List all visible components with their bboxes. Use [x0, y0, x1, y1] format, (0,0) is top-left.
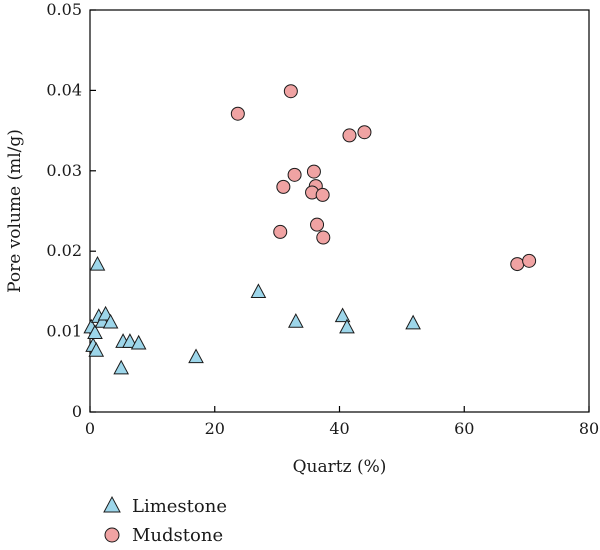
data-point-limestone [405, 314, 421, 330]
data-point-limestone [250, 283, 267, 298]
data-point-limestone [89, 255, 106, 271]
data-point-limestone [88, 342, 105, 357]
data-point-mudstone [342, 128, 357, 143]
plot-border [89, 9, 590, 413]
y-tick-label: 0.04 [46, 80, 82, 99]
data-point-mudstone [273, 224, 288, 239]
data-point-mudstone [310, 217, 325, 232]
data-point-mudstone [357, 125, 372, 140]
data-markers [83, 84, 537, 375]
data-point-mudstone [316, 230, 331, 245]
data-point-mudstone [276, 179, 291, 194]
legend-label-mudstone: Mudstone [132, 525, 223, 546]
x-tick-label: 60 [454, 419, 474, 438]
data-point-limestone [334, 307, 351, 323]
y-tick-label: 0.02 [46, 241, 82, 260]
data-point-limestone [288, 313, 304, 328]
plot-frame [89, 9, 590, 413]
y-axis-ticks: 0 0.01 0.02 0.03 0.04 0.05 [46, 0, 96, 421]
y-tick-label: 0.01 [46, 322, 82, 341]
data-point-mudstone [522, 253, 537, 268]
data-point-mudstone [510, 257, 525, 272]
data-point-limestone [122, 333, 138, 348]
legend: Limestone Mudstone [103, 496, 227, 546]
x-tick-label: 20 [205, 419, 225, 438]
x-axis-ticks: 0 20 40 60 80 [85, 406, 599, 438]
data-point-mudstone [283, 84, 298, 99]
y-tick-label: 0.03 [46, 161, 82, 180]
y-tick-label: 0.05 [46, 0, 82, 19]
data-point-mudstone [287, 167, 302, 182]
data-point-limestone [87, 324, 103, 339]
legend-item-limestone: Limestone [103, 496, 227, 517]
legend-marker-mudstone [104, 527, 120, 543]
x-axis-label: Quartz (%) [293, 457, 387, 477]
data-point-mudstone [315, 187, 330, 202]
y-axis-label: Pore volume (ml/g) [5, 129, 25, 293]
data-point-limestone [339, 318, 355, 334]
legend-label-limestone: Limestone [132, 496, 227, 517]
x-tick-label: 0 [85, 419, 95, 438]
data-point-limestone [113, 359, 130, 375]
data-point-limestone [102, 313, 119, 329]
y-tick-label: 0 [72, 402, 82, 421]
data-point-mudstone [306, 164, 321, 179]
data-point-limestone [130, 334, 147, 350]
x-tick-label: 40 [329, 419, 349, 438]
data-point-mudstone [230, 106, 245, 121]
data-point-limestone [188, 348, 204, 364]
legend-marker-limestone [103, 496, 121, 513]
legend-item-mudstone: Mudstone [104, 525, 223, 546]
x-tick-label: 80 [579, 419, 599, 438]
